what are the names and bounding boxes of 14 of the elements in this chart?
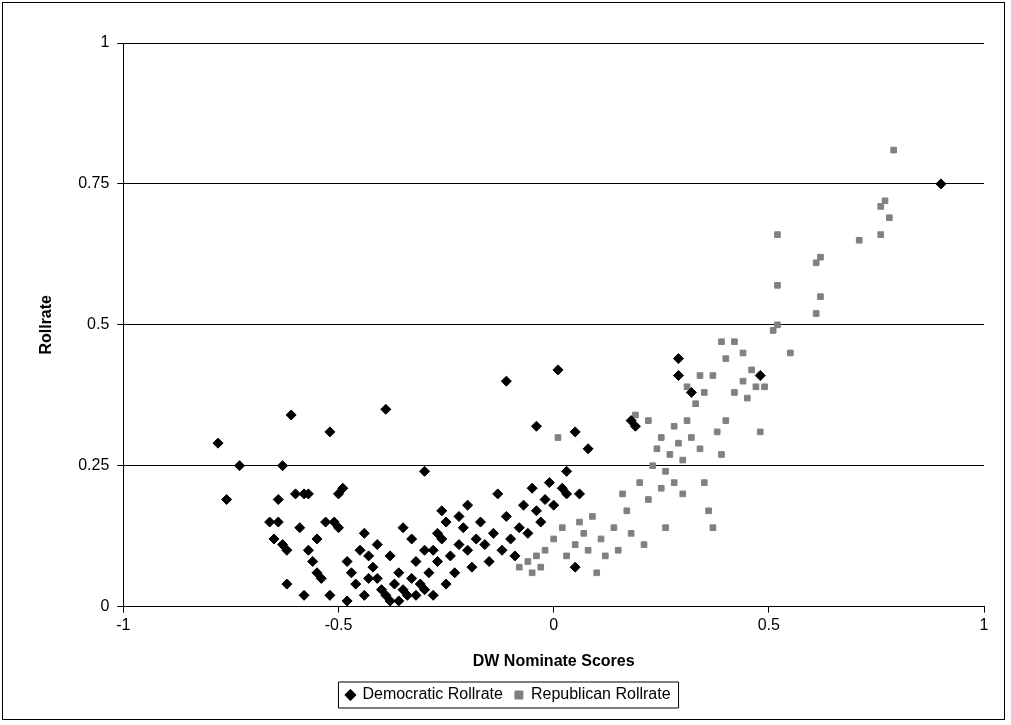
y-tick-label: 0.25 <box>78 456 110 474</box>
y-tick-label: 0 <box>100 597 110 615</box>
x-axis-title: DW Nominate Scores <box>472 651 635 669</box>
legend-label: Republican Rollrate <box>530 685 671 703</box>
y-axis-title: Rollrate <box>37 294 55 355</box>
x-tick-label: 0.5 <box>757 615 781 633</box>
y-tick-label: 0.5 <box>87 315 110 333</box>
x-tick-label: -0.5 <box>324 615 353 633</box>
x-tick-label: 1 <box>979 615 989 633</box>
y-tick-label: 1 <box>100 33 110 51</box>
legend-label: Democratic Rollrate <box>362 685 504 703</box>
x-tick-label: -1 <box>116 615 131 633</box>
y-tick-label: 0.75 <box>78 174 110 192</box>
x-tick-label: 0 <box>549 615 559 633</box>
